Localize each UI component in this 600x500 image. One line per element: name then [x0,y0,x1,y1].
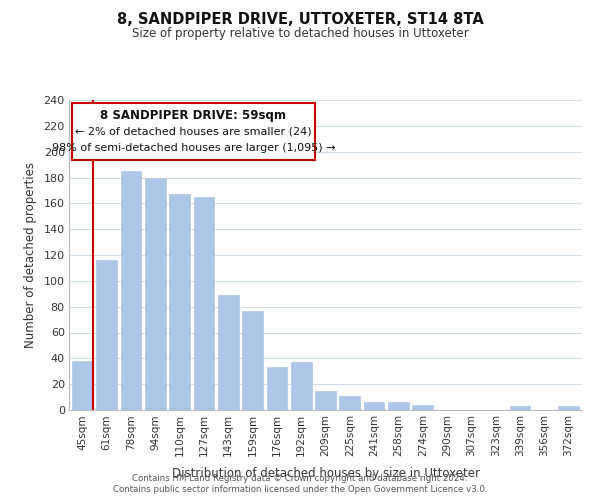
Bar [169,194,190,410]
X-axis label: Distribution of detached houses by size in Uttoxeter: Distribution of detached houses by size … [172,468,479,480]
Bar [194,197,214,410]
Text: 98% of semi-detached houses are larger (1,095) →: 98% of semi-detached houses are larger (… [52,144,335,154]
Bar [412,405,433,410]
Bar [121,171,142,410]
Text: Contains public sector information licensed under the Open Government Licence v3: Contains public sector information licen… [113,485,487,494]
Bar [97,260,117,410]
Text: Size of property relative to detached houses in Uttoxeter: Size of property relative to detached ho… [131,28,469,40]
Bar [71,103,315,160]
Text: ← 2% of detached houses are smaller (24): ← 2% of detached houses are smaller (24) [75,126,312,136]
Text: 8 SANDPIPER DRIVE: 59sqm: 8 SANDPIPER DRIVE: 59sqm [100,110,286,122]
Text: 8, SANDPIPER DRIVE, UTTOXETER, ST14 8TA: 8, SANDPIPER DRIVE, UTTOXETER, ST14 8TA [116,12,484,28]
Bar [558,406,579,410]
Bar [364,402,385,410]
Bar [72,361,93,410]
Bar [291,362,311,410]
Bar [242,310,263,410]
Bar [509,406,530,410]
Bar [388,402,409,410]
Bar [266,368,287,410]
Y-axis label: Number of detached properties: Number of detached properties [23,162,37,348]
Bar [340,396,360,410]
Bar [145,178,166,410]
Text: Contains HM Land Registry data © Crown copyright and database right 2024.: Contains HM Land Registry data © Crown c… [132,474,468,483]
Bar [218,295,239,410]
Bar [315,390,336,410]
